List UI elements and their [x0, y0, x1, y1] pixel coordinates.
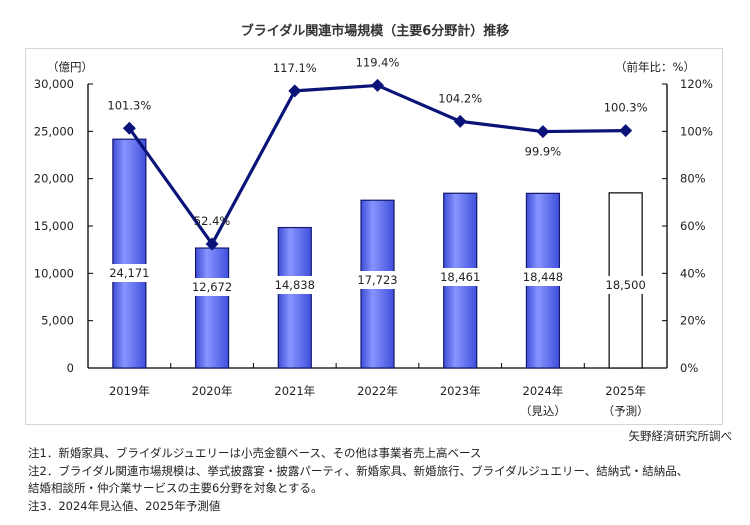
- note-1: 注1．新婚家具、ブライダルジュエリーは小売金額ベース、その他は事業者売上高ベース: [28, 446, 482, 460]
- left-tick-label: 20,000: [34, 172, 74, 186]
- yoy-value-label: 52.4%: [194, 214, 231, 228]
- yoy-marker: [205, 237, 219, 251]
- bar: [194, 247, 230, 369]
- yoy-value-label: 101.3%: [107, 98, 151, 112]
- note-2: 注2．ブライダル関連市場規模は、挙式披露宴・披露パーティ、新婚家具、新婚旅行、ブ…: [28, 463, 689, 478]
- left-tick-label: 10,000: [34, 266, 74, 280]
- yoy-marker: [288, 84, 302, 98]
- x-category-sublabel: （見込）: [520, 404, 566, 418]
- bar-value-label: 18,500: [606, 278, 646, 292]
- bar-label-bg: [99, 264, 160, 282]
- bar-label-bg: [347, 271, 408, 289]
- right-tick-label: 0%: [680, 361, 698, 375]
- chart-frame: [25, 48, 723, 425]
- bar-value-label: 24,171: [109, 266, 149, 280]
- bar-label-bg: [182, 278, 243, 296]
- bar-label-bg: [595, 276, 656, 294]
- right-tick-label: 100%: [680, 124, 713, 138]
- chart-title: ブライダル関連市場規模（主要6分野計）推移: [240, 24, 510, 39]
- x-category-label: 2022年: [357, 384, 398, 398]
- bar-label-bg: [512, 268, 573, 286]
- left-tick-label: 0: [67, 361, 74, 375]
- right-tick-label: 120%: [680, 77, 713, 91]
- x-category-label: 2019年: [109, 384, 150, 398]
- left-tick-label: 5,000: [41, 314, 74, 328]
- bar-value-label: 12,672: [192, 280, 232, 294]
- bar-label-bg: [430, 268, 491, 286]
- bar-label-bg: [264, 276, 325, 294]
- bar-value-label: 18,448: [523, 270, 563, 284]
- right-tick-label: 20%: [680, 314, 706, 328]
- yoy-value-label: 99.9%: [525, 145, 562, 159]
- yoy-value-label: 117.1%: [273, 61, 317, 75]
- yoy-marker: [453, 114, 467, 128]
- bar: [112, 138, 147, 369]
- left-tick-label: 30,000: [34, 77, 74, 91]
- bar-value-label: 14,838: [275, 278, 315, 292]
- x-category-label: 2020年: [192, 384, 233, 398]
- yoy-marker: [122, 121, 136, 135]
- yoy-marker: [619, 124, 633, 138]
- right-tick-label: 80%: [680, 172, 706, 186]
- note-3: 注3．2024年見込値、2025年予測値: [28, 498, 221, 513]
- bar: [277, 226, 312, 369]
- left-axis-unit: （億円）: [47, 60, 93, 74]
- x-category-label: 2021年: [274, 384, 315, 398]
- x-category-sublabel: （予測）: [603, 404, 649, 418]
- right-tick-label: 60%: [680, 219, 706, 233]
- left-tick-label: 25,000: [34, 124, 74, 138]
- x-category-label: 2025年: [605, 384, 646, 398]
- bar-value-label: 18,461: [440, 270, 480, 284]
- right-axis-unit: （前年比：%）: [615, 60, 695, 74]
- yoy-value-label: 104.2%: [438, 91, 482, 105]
- notes: 注1．新婚家具、ブライダルジュエリーは小売金額ベース、その他は事業者売上高ベース…: [28, 445, 688, 515]
- note-2-cont: 結婚相談所・仲介業サービスの主要6分野を対象とする。: [28, 481, 323, 495]
- source-credit: 矢野経済研究所調べ: [628, 429, 733, 443]
- yoy-value-label: 100.3%: [604, 101, 648, 115]
- yoy-value-label: 119.4%: [356, 55, 400, 69]
- right-tick-label: 40%: [680, 266, 706, 280]
- bar-value-label: 17,723: [357, 273, 397, 287]
- x-category-label: 2024年: [523, 384, 564, 398]
- yoy-marker: [536, 125, 550, 139]
- x-category-label: 2023年: [440, 384, 481, 398]
- yoy-marker: [371, 78, 384, 92]
- left-tick-label: 15,000: [34, 219, 74, 233]
